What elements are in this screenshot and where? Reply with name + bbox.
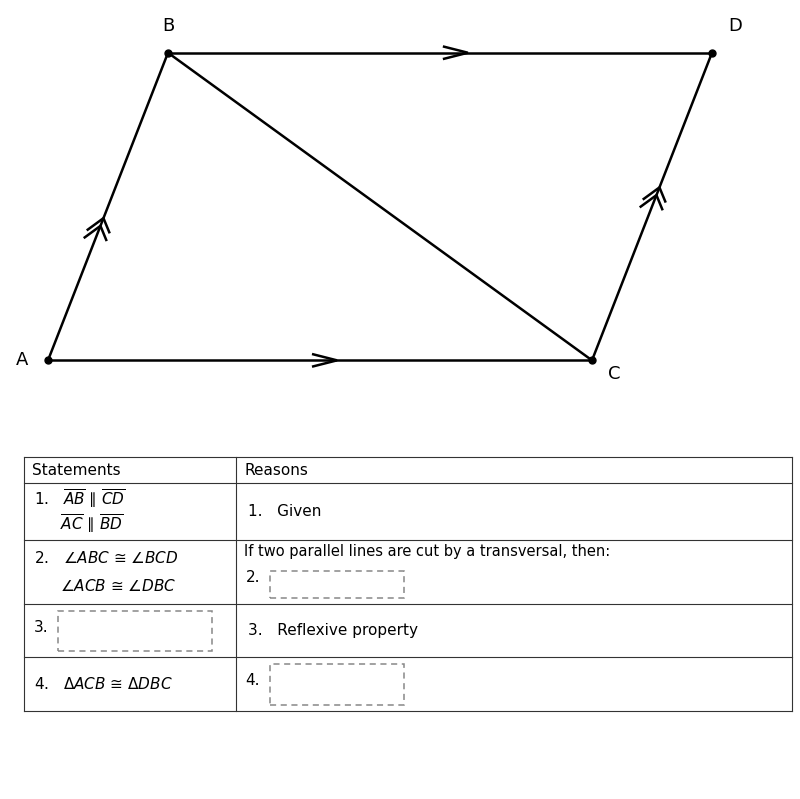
Text: A: A xyxy=(16,352,28,369)
Text: C: C xyxy=(608,364,621,383)
Text: 2.   ∠$ABC$ ≅ ∠$BCD$: 2. ∠$ABC$ ≅ ∠$BCD$ xyxy=(34,550,178,566)
Text: Statements: Statements xyxy=(32,463,121,478)
Text: If two parallel lines are cut by a transversal, then:: If two parallel lines are cut by a trans… xyxy=(244,544,610,559)
Text: 1.   Given: 1. Given xyxy=(248,504,322,519)
Text: B: B xyxy=(162,17,174,35)
Text: 3.: 3. xyxy=(34,620,48,634)
Text: 4.   $\Delta ACB$ ≅ $\Delta DBC$: 4. $\Delta ACB$ ≅ $\Delta DBC$ xyxy=(34,676,172,692)
Bar xyxy=(270,664,404,705)
Text: ∠$ACB$ ≅ ∠$DBC$: ∠$ACB$ ≅ ∠$DBC$ xyxy=(60,578,176,594)
Bar xyxy=(270,571,404,598)
Bar xyxy=(58,610,212,651)
Text: 1.   $\overline{AB}$ ∥ $\overline{CD}$: 1. $\overline{AB}$ ∥ $\overline{CD}$ xyxy=(34,487,126,511)
Text: 2.: 2. xyxy=(246,570,260,585)
Text: 4.: 4. xyxy=(246,673,260,688)
Text: 3.   Reflexive property: 3. Reflexive property xyxy=(248,623,418,638)
Text: D: D xyxy=(728,17,742,35)
Text: $\overline{AC}$ ∥ $\overline{BD}$: $\overline{AC}$ ∥ $\overline{BD}$ xyxy=(60,512,123,535)
Text: Reasons: Reasons xyxy=(244,463,308,478)
